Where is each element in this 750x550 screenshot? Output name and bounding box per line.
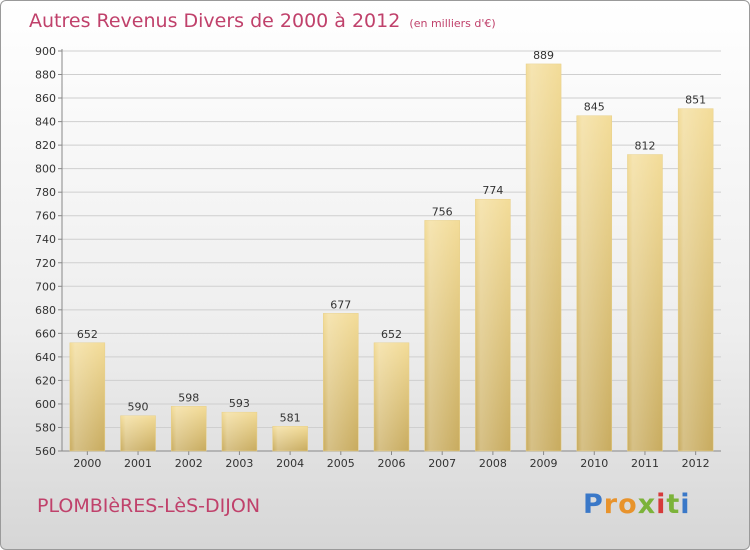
y-tick-label: 900 <box>35 45 56 58</box>
y-tick-label: 880 <box>35 69 56 82</box>
bar-highlight <box>424 220 460 451</box>
x-tick-label-2004: 2004 <box>276 457 304 470</box>
data-label-2003: 593 <box>229 397 250 410</box>
y-tick-label: 840 <box>35 116 56 129</box>
y-tick-label: 600 <box>35 398 56 411</box>
bar-highlight <box>120 415 156 451</box>
data-label-2002: 598 <box>178 391 199 404</box>
bar-layer <box>69 63 714 452</box>
data-label-2010: 845 <box>584 101 605 114</box>
x-tick-label-2009: 2009 <box>530 457 558 470</box>
x-tick-label-2003: 2003 <box>225 457 253 470</box>
bar-highlight <box>526 63 562 452</box>
chart-unit-note: (en milliers d'€) <box>409 17 496 30</box>
y-tick-label: 860 <box>35 92 56 105</box>
logo-letter: i <box>680 489 691 520</box>
y-tick-label: 760 <box>35 210 56 223</box>
data-label-2006: 652 <box>381 328 402 341</box>
bar-highlight <box>69 342 105 451</box>
data-label-2000: 652 <box>77 328 98 341</box>
bar-highlight <box>678 108 714 451</box>
bar-highlight <box>475 199 511 451</box>
data-label-2012: 851 <box>685 94 706 107</box>
x-tick-label-2000: 2000 <box>73 457 101 470</box>
bar-highlight <box>374 342 409 451</box>
y-tick-label: 660 <box>35 327 56 340</box>
bar-highlight <box>221 412 257 451</box>
label-layer: 652 2000 590 2001 598 2002 593 2003 581 2004 677 20… <box>73 49 709 470</box>
data-label-2004: 581 <box>280 411 301 424</box>
y-tick-label: 800 <box>35 163 56 176</box>
x-tick-label-2001: 2001 <box>124 457 152 470</box>
bar-highlight <box>627 154 663 451</box>
data-label-2007: 756 <box>432 205 453 218</box>
bar-highlight <box>272 426 308 451</box>
x-tick-label-2007: 2007 <box>428 457 456 470</box>
x-tick-label-2011: 2011 <box>631 457 659 470</box>
data-label-2011: 812 <box>634 140 655 153</box>
y-tick-label: 640 <box>35 351 56 364</box>
chart-title-text: Autres Revenus Divers de 2000 à 2012 <box>29 10 401 32</box>
y-tick-label: 780 <box>35 186 56 199</box>
logo-letter: o <box>618 489 638 520</box>
y-tick-label: 720 <box>35 257 56 270</box>
y-tick-label: 580 <box>35 421 56 434</box>
data-label-2005: 677 <box>330 298 351 311</box>
y-tick-label: 700 <box>35 280 56 293</box>
bar-highlight <box>323 313 359 451</box>
logo-letter: i <box>656 489 667 520</box>
x-tick-label-2010: 2010 <box>580 457 608 470</box>
data-label-2001: 590 <box>128 401 149 414</box>
y-tick-label: 680 <box>35 304 56 317</box>
bar-highlight <box>576 115 612 452</box>
x-tick-label-2005: 2005 <box>327 457 355 470</box>
y-tick-label: 620 <box>35 374 56 387</box>
data-label-2008: 774 <box>482 184 503 197</box>
x-tick-label-2008: 2008 <box>479 457 507 470</box>
logo-letter: x <box>637 489 657 520</box>
x-tick-label-2002: 2002 <box>175 457 203 470</box>
y-tick-label: 560 <box>35 445 56 458</box>
data-label-2009: 889 <box>533 49 554 62</box>
bar-highlight <box>171 406 207 451</box>
chart-title: Autres Revenus Divers de 2000 à 2012 (en… <box>29 10 496 32</box>
y-tick-label: 740 <box>35 233 56 246</box>
x-tick-label-2012: 2012 <box>682 457 710 470</box>
y-tick-label: 820 <box>35 139 56 152</box>
x-tick-label-2006: 2006 <box>378 457 406 470</box>
location-name: PLOMBIèRES-LèS-DIJON <box>37 495 261 517</box>
logo-letter: P <box>583 489 604 520</box>
proxiti-logo[interactable]: Proxiti <box>583 489 691 520</box>
logo-letter: r <box>603 489 619 520</box>
logo-letter: t <box>666 489 681 520</box>
